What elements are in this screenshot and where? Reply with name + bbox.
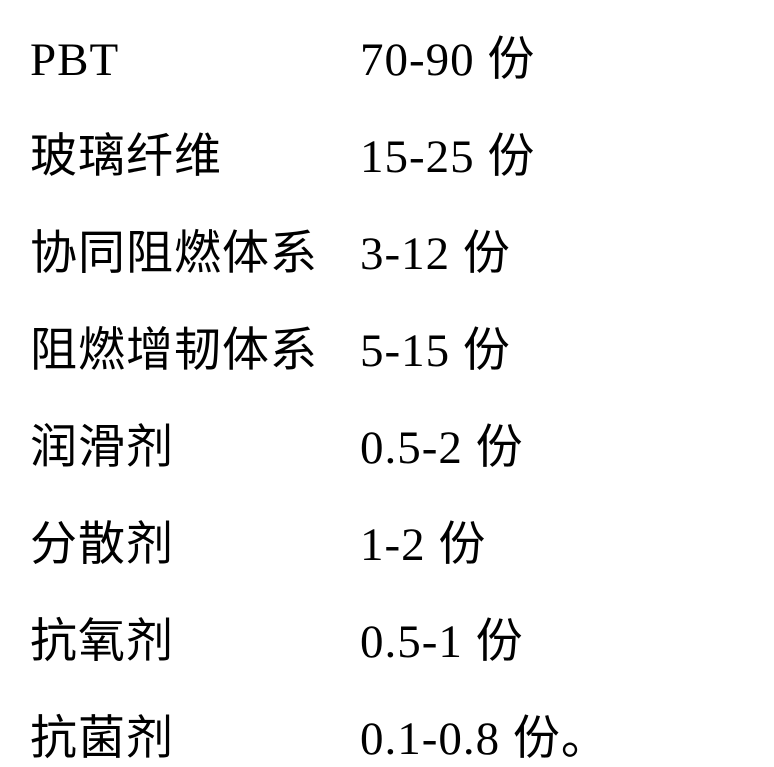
component-label: 阻燃增韧体系	[30, 311, 360, 380]
table-row: 协同阻燃体系 3-12 份	[30, 214, 744, 283]
component-label: 分散剂	[30, 505, 360, 574]
table-row: 玻璃纤维 15-25 份	[30, 117, 744, 186]
component-label: PBT	[30, 33, 360, 87]
component-value: 15-25 份	[360, 117, 535, 186]
component-value: 0.5-2 份	[360, 408, 524, 477]
table-row: 阻燃增韧体系 5-15 份	[30, 311, 744, 380]
composition-table: PBT 70-90 份 玻璃纤维 15-25 份 协同阻燃体系 3-12 份 阻…	[0, 0, 774, 767]
component-label: 抗氧剂	[30, 602, 360, 671]
component-label: 玻璃纤维	[30, 117, 360, 186]
component-value: 1-2 份	[360, 505, 486, 574]
table-row: 抗菌剂 0.1-0.8 份。	[30, 699, 744, 767]
table-row: 抗氧剂 0.5-1 份	[30, 602, 744, 671]
component-label: 润滑剂	[30, 408, 360, 477]
component-value: 0.5-1 份	[360, 602, 524, 671]
component-value: 3-12 份	[360, 214, 511, 283]
component-value: 70-90 份	[360, 20, 535, 89]
component-value: 0.1-0.8 份。	[360, 699, 609, 767]
component-label: 抗菌剂	[30, 699, 360, 767]
component-value: 5-15 份	[360, 311, 511, 380]
table-row: 分散剂 1-2 份	[30, 505, 744, 574]
table-row: PBT 70-90 份	[30, 20, 744, 89]
component-label: 协同阻燃体系	[30, 214, 360, 283]
table-row: 润滑剂 0.5-2 份	[30, 408, 744, 477]
